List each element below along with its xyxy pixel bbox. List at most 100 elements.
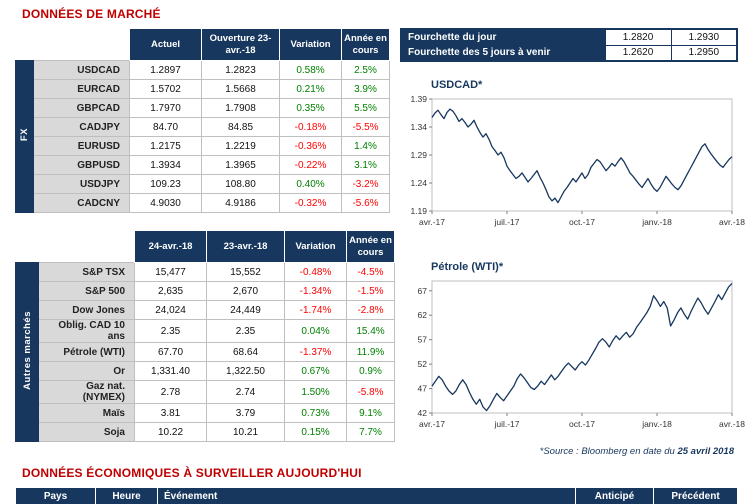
- cell-variation: 0.04%: [284, 319, 347, 343]
- economic-events-table: Pays Heure Événement Anticipé Précédent: [15, 487, 738, 504]
- fourchette-label: Fourchette des 5 jours à venir: [400, 44, 606, 62]
- table-row: CADJPY 84.70 84.85 -0.18% -5.5%: [16, 117, 390, 137]
- y-axis-label: 1.29: [410, 150, 427, 160]
- cell-variation: 0.21%: [279, 79, 342, 99]
- cell-current: 2.78: [134, 380, 207, 404]
- cell-ytd: 2.5%: [341, 60, 390, 80]
- x-axis-label: avr.-18: [719, 217, 745, 227]
- cell-open: 1.3965: [201, 155, 280, 175]
- cell-variation: 1.50%: [284, 380, 347, 404]
- x-axis-label: avr.-17: [419, 419, 445, 429]
- col-header-23avr: 23-avr.-18: [206, 230, 285, 263]
- cell-variation: -0.22%: [279, 155, 342, 175]
- col-header-precedent: Précédent: [653, 487, 738, 504]
- table-row: S&P 500 2,635 2,670 -1.34% -1.5%: [16, 281, 395, 301]
- x-axis-label: avr.-17: [419, 217, 445, 227]
- row-label: S&P 500: [38, 281, 135, 301]
- fourchette-row: Fourchette des 5 jours à venir 1.2620 1.29…: [400, 44, 738, 62]
- y-axis-label: 67: [418, 286, 428, 296]
- cell-ytd: -4.5%: [346, 262, 395, 282]
- cell-open: 4.9186: [201, 193, 280, 213]
- plot-area: [431, 280, 733, 414]
- row-label: Oblig. CAD 10 ans: [38, 319, 135, 343]
- cell-open: 24,449: [206, 300, 285, 320]
- usdcad-chart-holder: 1.19 1.24 1.29 1.34 1.39 avr.-17 juil.-17 oct.-…: [400, 93, 745, 240]
- cell-variation: 0.58%: [279, 60, 342, 80]
- row-label: GBPUSD: [33, 155, 130, 175]
- row-label: Pétrole (WTI): [38, 342, 135, 362]
- cell-ytd: 5.5%: [341, 98, 390, 118]
- cell-current: 2.35: [134, 319, 207, 343]
- cell-current: 109.23: [129, 174, 202, 194]
- y-axis-label: 1.34: [410, 122, 427, 132]
- cell-open: 108.80: [201, 174, 280, 194]
- markets-header-row: 24-avr.-18 23-avr.-18 Variation Année en…: [16, 230, 395, 263]
- group-label: FX: [15, 60, 34, 213]
- plot-area: [431, 98, 733, 212]
- table-row: Soja 10.22 10.21 0.15% 7.7%: [16, 422, 395, 442]
- table-row: EURUSD 1.2175 1.2219 -0.36% 1.4%: [16, 136, 390, 156]
- row-label: Maïs: [38, 403, 135, 423]
- group-label: Autres marchés: [15, 262, 39, 442]
- table-row: GBPUSD 1.3934 1.3965 -0.22% 3.1%: [16, 155, 390, 175]
- cell-current: 4.9030: [129, 193, 202, 213]
- cell-variation: 0.40%: [279, 174, 342, 194]
- table-row: USDJPY 109.23 108.80 0.40% -3.2%: [16, 174, 390, 194]
- wti-chart: 42 47 52 57 62 67 avr.-17 juil.-17 oct.-17 janv.-…: [418, 280, 745, 429]
- cell-ytd: -1.5%: [346, 281, 395, 301]
- col-header-anticipe: Anticipé: [575, 487, 654, 504]
- row-label: EURCAD: [33, 79, 130, 99]
- usdcad-chart: 1.19 1.24 1.29 1.34 1.39 avr.-17 juil.-17 oct.-…: [410, 94, 745, 227]
- cell-variation: 0.15%: [284, 422, 347, 442]
- markets-table: 24-avr.-18 23-avr.-18 Variation Année en…: [15, 230, 395, 442]
- cell-current: 1.2897: [129, 60, 202, 80]
- table-row: Dow Jones 24,024 24,449 -1.74% -2.8%: [16, 300, 395, 320]
- cell-open: 68.64: [206, 342, 285, 362]
- y-axis-label: 52: [418, 359, 428, 369]
- cell-open: 3.79: [206, 403, 285, 423]
- cell-current: 2,635: [134, 281, 207, 301]
- group-label-text: FX: [19, 128, 30, 142]
- row-label: EURUSD: [33, 136, 130, 156]
- cell-variation: -1.34%: [284, 281, 347, 301]
- x-axis-label: juil.-17: [493, 217, 519, 227]
- cell-variation: -0.32%: [279, 193, 342, 213]
- events-header-row: Pays Heure Événement Anticipé Précédent: [15, 487, 738, 504]
- table-row: Or 1,331.40 1,322.50 0.67% 0.9%: [16, 361, 395, 381]
- cell-current: 10.22: [134, 422, 207, 442]
- fourchette-low: 1.2820: [604, 28, 672, 46]
- cell-open: 2,670: [206, 281, 285, 301]
- x-axis-label: juil.-17: [493, 419, 519, 429]
- cell-ytd: 3.9%: [341, 79, 390, 99]
- col-header-variation: Variation: [279, 28, 342, 61]
- y-axis-label: 1.19: [410, 206, 427, 216]
- cell-current: 1.2175: [129, 136, 202, 156]
- cell-variation: 0.35%: [279, 98, 342, 118]
- wti-chart-title: Pétrole (WTI)*: [431, 261, 504, 273]
- col-header-actuel: Actuel: [129, 28, 202, 61]
- table-row: Pétrole (WTI) 67.70 68.64 -1.37% 11.9%: [16, 342, 395, 362]
- table-row: EURCAD 1.5702 1.5668 0.21% 3.9%: [16, 79, 390, 99]
- wti-chart-holder: 42 47 52 57 62 67 avr.-17 juil.-17 oct.-17 janv.-…: [400, 275, 745, 442]
- cell-ytd: 3.1%: [341, 155, 390, 175]
- price-line: [431, 282, 733, 412]
- row-label: Gaz nat. (NYMEX): [38, 380, 135, 404]
- cell-variation: 0.67%: [284, 361, 347, 381]
- table-row: Gaz nat. (NYMEX) 2.78 2.74 1.50% -5.8%: [16, 380, 395, 404]
- cell-current: 15,477: [134, 262, 207, 282]
- row-label: GBPCAD: [33, 98, 130, 118]
- cell-ytd: -3.2%: [341, 174, 390, 194]
- row-label: Soja: [38, 422, 135, 442]
- cell-ytd: -2.8%: [346, 300, 395, 320]
- fx-header-row: Actuel Ouverture 23-avr.-18 Variation An…: [16, 28, 390, 61]
- page-title: DONNÉES DE MARCHÉ: [22, 7, 161, 21]
- cell-ytd: 7.7%: [346, 422, 395, 442]
- cell-open: 2.35: [206, 319, 285, 343]
- cell-current: 1.5702: [129, 79, 202, 99]
- y-axis-label: 42: [418, 408, 428, 418]
- fx-table: Actuel Ouverture 23-avr.-18 Variation An…: [15, 28, 390, 213]
- table-row: Autres marchés S&P TSX 15,477 15,552 -0.48% -…: [15, 262, 395, 442]
- economic-data-section-title: DONNÉES ÉCONOMIQUES À SURVEILLER AUJOURD…: [22, 466, 362, 480]
- row-label: S&P TSX: [38, 262, 135, 282]
- table-row: Oblig. CAD 10 ans 2.35 2.35 0.04% 15.4%: [16, 319, 395, 343]
